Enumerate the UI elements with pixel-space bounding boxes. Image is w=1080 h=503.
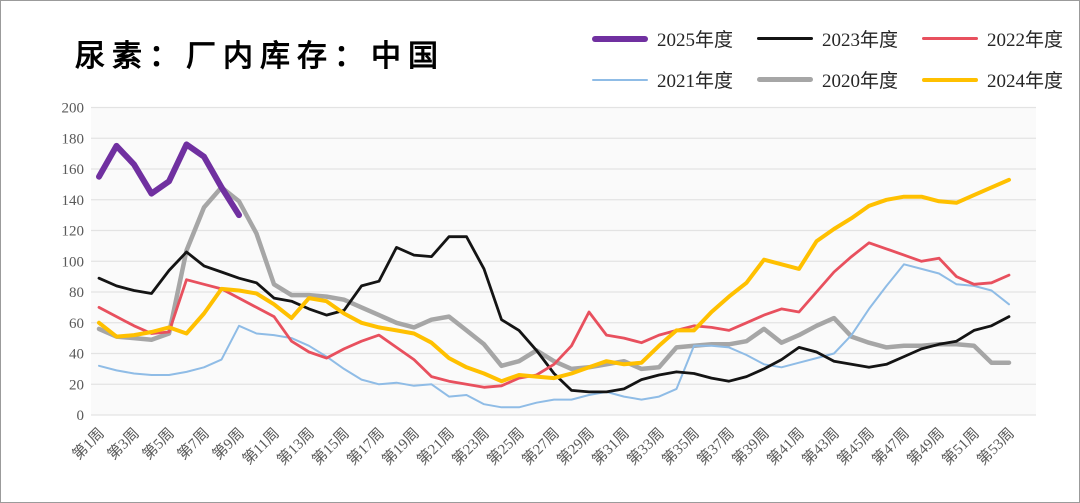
legend-label: 2021年度 — [656, 71, 733, 92]
x-axis-label: 第43周 — [798, 424, 843, 469]
legend-row: 2021年度 2020年度 2024年度 — [591, 66, 1063, 93]
y-axis-label: 100 — [62, 254, 85, 270]
x-axis-label: 第11周 — [239, 424, 283, 468]
x-axis-label: 第5周 — [139, 424, 178, 463]
x-axis-label: 第15周 — [308, 424, 353, 469]
x-axis-label: 第21周 — [413, 424, 458, 469]
y-axis-label: 20 — [69, 377, 84, 393]
y-axis-label: 0 — [77, 408, 85, 424]
x-axis-label: 第27周 — [518, 424, 563, 469]
y-axis-label: 160 — [62, 162, 85, 178]
series-line-2020年度 — [96, 185, 1012, 372]
series-line-2023年度 — [97, 235, 1011, 394]
legend-item: 2022年度 — [921, 25, 1063, 52]
legend-label: 2024年度 — [986, 71, 1063, 92]
legend-row: 2025年度 2023年度 2022年度 — [591, 25, 1063, 52]
y-axis-label: 60 — [69, 316, 84, 332]
x-axis-label: 第51周 — [938, 424, 983, 469]
legend-item: 2025年度 — [591, 25, 733, 52]
series-line-2025年度 — [96, 141, 242, 219]
x-axis-label: 第37周 — [693, 424, 738, 469]
y-axis-label: 120 — [62, 224, 85, 240]
x-axis-label: 第25周 — [483, 424, 528, 469]
x-axis-label: 第45周 — [833, 424, 878, 469]
legend-item: 2021年度 — [591, 66, 733, 93]
x-axis-label: 第3周 — [104, 424, 143, 463]
legend-line-swatch-icon — [591, 78, 648, 81]
legend-line-swatch-icon — [756, 77, 813, 82]
x-axis-label: 第41周 — [763, 424, 808, 469]
x-axis-label: 第19周 — [378, 424, 423, 469]
x-axis-label: 第35周 — [658, 424, 703, 469]
legend-line-swatch-icon — [591, 35, 648, 42]
x-axis-label: 第33周 — [623, 424, 668, 469]
x-axis-label: 第47周 — [868, 424, 913, 469]
x-axis-label: 第13周 — [273, 424, 318, 469]
x-axis-label: 第31周 — [588, 424, 633, 469]
chart-title: 尿素：厂内库存：中国 — [75, 40, 445, 73]
x-axis-label: 第29周 — [553, 424, 598, 469]
chart-legend: 2025年度 2023年度 2022年度 2021年度 2020年度 2024年度 — [591, 25, 1063, 93]
x-axis-label: 第53周 — [973, 424, 1018, 469]
y-axis-label: 200 — [62, 101, 85, 117]
x-axis-label: 第1周 — [69, 424, 108, 463]
legend-label: 2022年度 — [986, 30, 1063, 51]
x-axis-label: 第7周 — [174, 424, 213, 463]
series-line-2024年度 — [97, 177, 1011, 384]
x-axis-label: 第23周 — [448, 424, 493, 469]
legend-label: 2020年度 — [821, 71, 898, 92]
x-axis-label: 第17周 — [343, 424, 388, 469]
series-line-2021年度 — [98, 263, 1010, 409]
legend-label: 2023年度 — [821, 30, 898, 51]
y-axis-label: 80 — [69, 285, 84, 301]
legend-line-swatch-icon — [756, 37, 813, 40]
legend-item: 2020年度 — [756, 66, 898, 93]
legend-label: 2025年度 — [656, 30, 733, 51]
x-axis-label: 第49周 — [903, 424, 948, 469]
y-axis-label: 140 — [62, 193, 85, 209]
legend-line-swatch-icon — [921, 37, 978, 40]
legend-item: 2024年度 — [921, 66, 1063, 93]
legend-item: 2023年度 — [756, 25, 898, 52]
y-axis-label: 180 — [62, 131, 85, 147]
legend-line-swatch-icon — [921, 77, 978, 82]
y-axis-label: 40 — [69, 347, 84, 363]
x-axis-label: 第39周 — [728, 424, 773, 469]
series-line-2022年度 — [97, 241, 1011, 389]
